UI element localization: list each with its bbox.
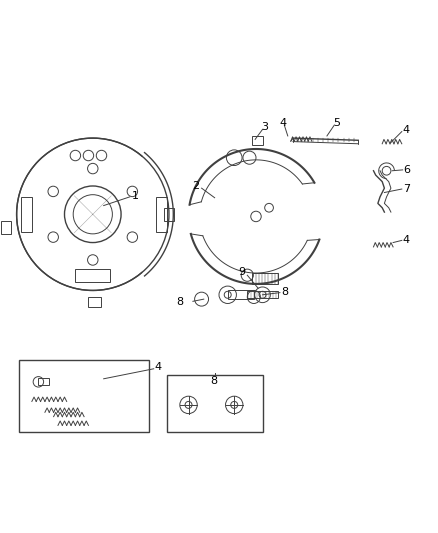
Bar — [164, 208, 174, 221]
Text: 8: 8 — [281, 287, 288, 297]
Text: 8: 8 — [176, 297, 184, 307]
Bar — [252, 273, 278, 284]
Bar — [19, 360, 149, 432]
Text: 5: 5 — [333, 118, 340, 128]
Bar — [39, 378, 49, 385]
Bar — [167, 375, 262, 432]
Text: 2: 2 — [192, 181, 199, 191]
Text: 6: 6 — [403, 165, 410, 175]
Text: 4: 4 — [155, 362, 162, 373]
Bar — [228, 290, 254, 299]
Bar — [1, 221, 11, 234]
Text: 4: 4 — [403, 125, 410, 135]
Bar — [156, 197, 167, 232]
Bar — [252, 136, 262, 144]
Text: 4: 4 — [280, 118, 287, 128]
Text: 3: 3 — [261, 122, 268, 132]
Text: 7: 7 — [403, 184, 410, 194]
Bar — [88, 297, 101, 308]
Bar — [75, 269, 110, 282]
Text: 4: 4 — [403, 235, 410, 245]
Text: 8: 8 — [210, 376, 217, 386]
Text: 1: 1 — [132, 191, 139, 201]
Text: 9: 9 — [238, 266, 245, 277]
Bar — [247, 292, 278, 298]
Bar — [21, 197, 32, 232]
